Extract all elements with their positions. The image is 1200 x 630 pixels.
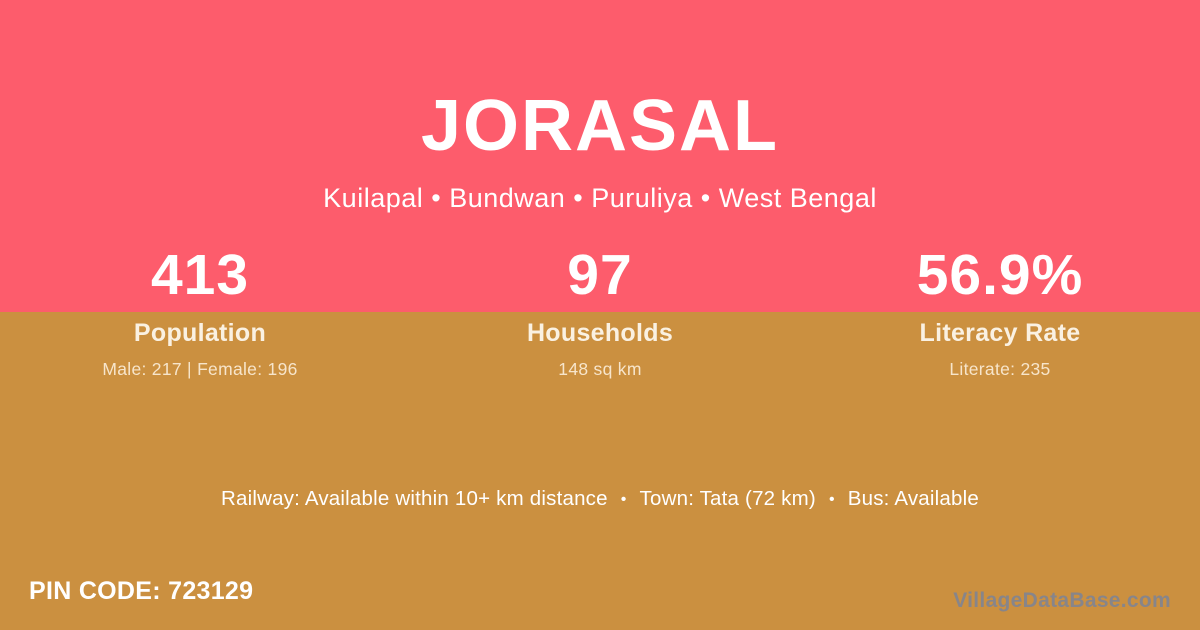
bullet-separator: • [828,491,835,508]
households-value: 97 [567,243,633,307]
literacy-label: Literacy Rate [919,319,1081,347]
population-value: 413 [150,243,250,307]
area-detail: 148 sq km [558,359,642,379]
transit-info-line: Railway: Available within 10+ km distanc… [0,487,1200,511]
stat-population: 413 Population Male: 217 | Female: 196 [0,246,400,380]
railway-info: Railway: Available within 10+ km distanc… [221,487,608,510]
bullet-separator: • [620,491,627,508]
top-band-background [0,0,1200,312]
stat-households: 97 Households 148 sq km [400,246,800,380]
stat-literacy: 56.9% Literacy Rate Literate: 235 [800,246,1200,380]
stats-row: 413 Population Male: 217 | Female: 196 9… [0,246,1200,380]
literacy-value: 56.9% [916,243,1084,307]
bus-info: Bus: Available [847,487,979,510]
site-watermark: VillageDataBase.com [953,589,1171,612]
literate-count: Literate: 235 [949,359,1051,379]
population-label: Population [133,319,267,347]
pin-code: PIN CODE: 723129 [29,577,254,605]
population-breakdown: Male: 217 | Female: 196 [102,359,298,379]
village-title: JORASAL [420,86,780,166]
town-info: Town: Tata (72 km) [639,487,816,510]
village-location-breadcrumb: Kuilapal • Bundwan • Puruliya • West Ben… [323,183,877,213]
households-label: Households [526,319,674,347]
